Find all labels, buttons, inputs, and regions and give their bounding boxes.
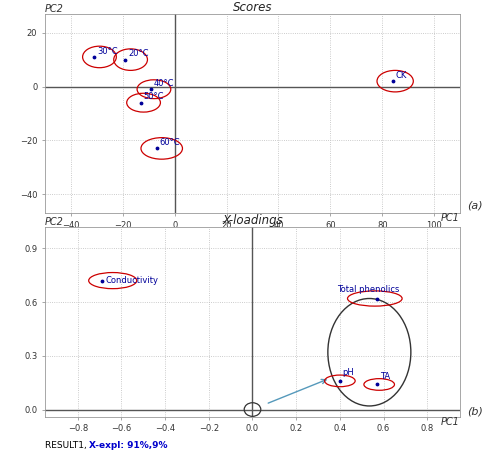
Text: 60°C: 60°C <box>159 138 180 147</box>
Title: X-loadings: X-loadings <box>222 214 283 227</box>
Text: 50°C: 50°C <box>144 92 164 101</box>
Text: 20°C: 20°C <box>128 49 148 58</box>
Text: CK: CK <box>395 71 406 80</box>
Text: Conductivity: Conductivity <box>105 276 158 285</box>
Text: pH: pH <box>342 368 354 377</box>
Text: 30°C: 30°C <box>97 47 117 56</box>
Text: X-expl: 91%,9%: X-expl: 91%,9% <box>88 441 167 450</box>
Text: PC2: PC2 <box>45 217 64 227</box>
Text: 40°C: 40°C <box>154 79 174 88</box>
Text: RESULT1,: RESULT1, <box>45 239 90 248</box>
Text: PC2: PC2 <box>45 4 64 14</box>
Text: RESULT1,: RESULT1, <box>45 441 90 450</box>
Text: PC1: PC1 <box>441 417 460 427</box>
Text: PC1: PC1 <box>441 213 460 223</box>
Text: (b): (b) <box>468 407 483 417</box>
Title: Scores: Scores <box>232 1 272 14</box>
Text: Total phenolics: Total phenolics <box>337 285 400 294</box>
Text: TA: TA <box>380 372 390 381</box>
Text: X-expl: 91%,9%: X-expl: 91%,9% <box>88 239 167 248</box>
Text: (a): (a) <box>468 200 483 211</box>
